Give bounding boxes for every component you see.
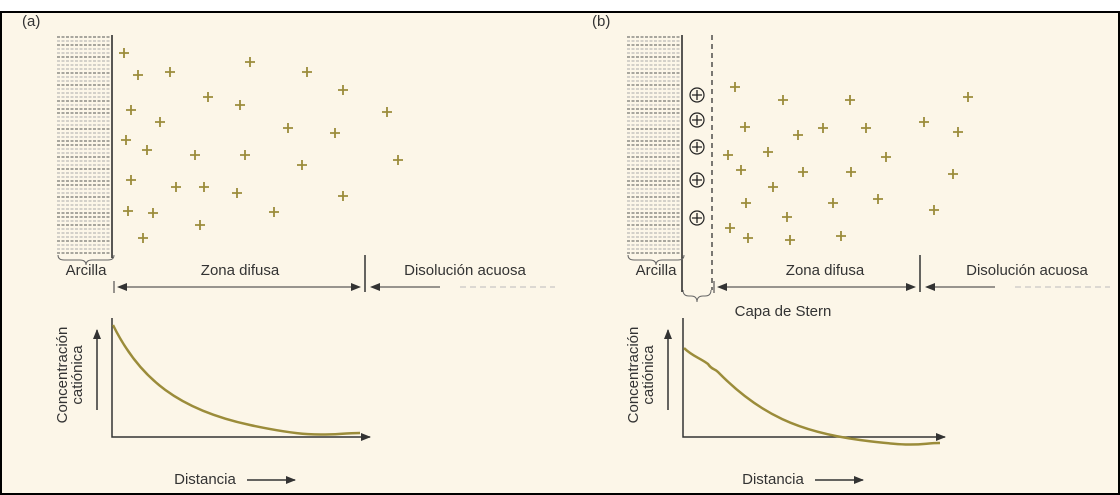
clay-label: Arcilla — [636, 262, 677, 279]
panel-label: (b) — [592, 13, 610, 30]
y-axis-line: catiónica — [640, 345, 657, 405]
x-axis-label: Distancia — [174, 471, 236, 488]
solution-label: Disolución acuosa — [404, 262, 526, 279]
y-axis-line: catiónica — [69, 345, 86, 405]
solution-label: Disolución acuosa — [966, 262, 1088, 279]
frame — [1, 12, 1119, 494]
stern-label: Capa de Stern — [735, 303, 832, 320]
diffuse-zone-label: Zona difusa — [786, 262, 865, 279]
x-axis-label: Distancia — [742, 471, 804, 488]
figure: (a)ArcillaZona difusaDisolución acuosaCo… — [0, 0, 1120, 495]
panel-label: (a) — [22, 13, 40, 30]
diffuse-zone-label: Zona difusa — [201, 262, 280, 279]
clay-label: Arcilla — [66, 262, 107, 279]
page: {"panels": [ {"label": "(a)", "clay": "A… — [0, 0, 1120, 495]
